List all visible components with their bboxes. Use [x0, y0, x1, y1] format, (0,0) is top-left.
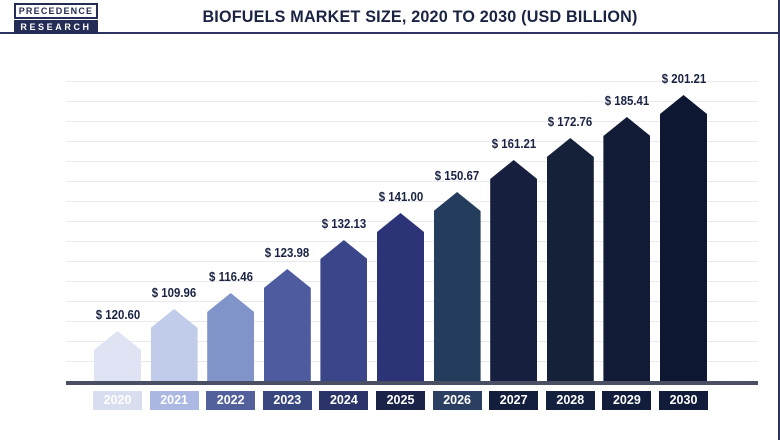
gridline [66, 101, 758, 102]
value-label-2022: $ 116.46 [208, 269, 253, 284]
brand-logo-precedence: PRECEDENCE [14, 3, 98, 19]
x-tick-2023: 2023 [262, 391, 312, 410]
x-tick-2025: 2025 [376, 391, 425, 410]
header-divider [0, 32, 780, 34]
bar-2024 [320, 240, 368, 381]
value-label-2024: $ 132.13 [321, 216, 367, 231]
brand-logo-research: RESEARCH [14, 20, 98, 34]
x-tick-2022: 2022 [206, 391, 256, 410]
bar-2025 [377, 213, 424, 381]
bar-2027 [490, 160, 538, 381]
x-tick-2030: 2030 [659, 391, 708, 410]
brand-logo: PRECEDENCE RESEARCH [14, 3, 98, 34]
bar-2029 [603, 117, 651, 381]
x-tick-2026: 2026 [432, 391, 482, 410]
x-tick-2028: 2028 [545, 391, 595, 410]
gridline [66, 181, 758, 182]
bar-2030 [660, 95, 707, 381]
value-label-2030: $ 201.21 [661, 71, 706, 86]
x-tick-2029: 2029 [602, 391, 652, 410]
x-tick-2024: 2024 [319, 391, 369, 410]
bar-2020 [94, 331, 141, 381]
value-label-2027: $ 161.21 [491, 136, 536, 151]
value-label-2026: $ 150.67 [434, 168, 480, 183]
x-tick-2027: 2027 [489, 391, 539, 410]
gridline [66, 81, 758, 82]
right-border [778, 0, 780, 440]
gridline [66, 221, 758, 222]
gridline [66, 201, 758, 202]
x-tick-2021: 2021 [149, 391, 199, 410]
value-label-2028: $ 172.76 [548, 114, 593, 129]
x-tick-2020: 2020 [93, 391, 142, 410]
value-label-2023: $ 123.98 [265, 245, 310, 260]
value-label-2025: $ 141.00 [378, 189, 423, 204]
value-label-2020: $ 120.60 [95, 307, 140, 322]
bar-2021 [150, 309, 198, 381]
bar-2023 [263, 269, 311, 381]
value-label-2021: $ 109.96 [151, 285, 197, 300]
x-axis-line [66, 381, 758, 385]
bar-2022 [207, 293, 255, 381]
gridline [66, 121, 758, 122]
bar-2026 [433, 192, 481, 381]
chart-title: BIOFUELS MARKET SIZE, 2020 TO 2030 (USD … [202, 7, 638, 26]
value-label-2029: $ 185.41 [604, 93, 650, 108]
gridline [66, 161, 758, 162]
gridline [66, 141, 758, 142]
bar-2028 [546, 138, 594, 381]
